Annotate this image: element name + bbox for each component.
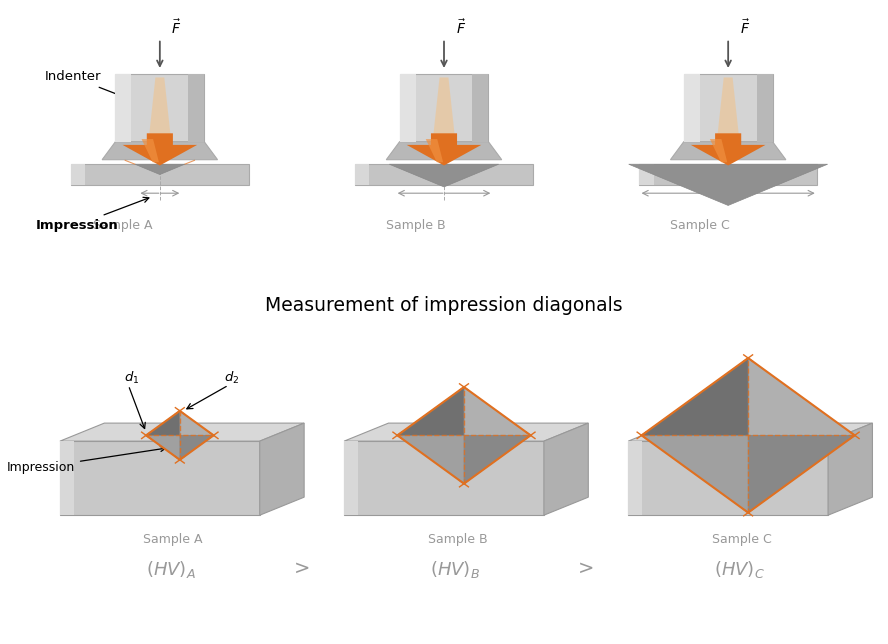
Polygon shape xyxy=(718,77,739,135)
Polygon shape xyxy=(472,74,488,142)
Polygon shape xyxy=(115,74,204,142)
Polygon shape xyxy=(355,164,533,185)
Text: Sample A: Sample A xyxy=(93,219,153,232)
Polygon shape xyxy=(386,142,502,160)
Text: $(HV)_B$: $(HV)_B$ xyxy=(430,559,480,580)
Text: $d_1$: $d_1$ xyxy=(123,370,139,386)
Polygon shape xyxy=(684,74,773,142)
Polygon shape xyxy=(149,77,170,135)
Polygon shape xyxy=(345,423,589,441)
Polygon shape xyxy=(397,387,464,435)
Polygon shape xyxy=(670,142,786,160)
Polygon shape xyxy=(179,435,213,460)
Polygon shape xyxy=(425,139,443,162)
Text: $\vec{F}$: $\vec{F}$ xyxy=(740,18,749,37)
Polygon shape xyxy=(135,164,185,175)
Polygon shape xyxy=(400,74,416,142)
Polygon shape xyxy=(684,74,700,142)
Text: >: > xyxy=(294,559,310,578)
Polygon shape xyxy=(639,164,817,185)
Polygon shape xyxy=(355,164,369,185)
Text: Sample B: Sample B xyxy=(427,533,488,546)
Polygon shape xyxy=(102,142,218,160)
Polygon shape xyxy=(628,441,642,515)
Polygon shape xyxy=(146,411,179,435)
Polygon shape xyxy=(59,441,74,515)
Polygon shape xyxy=(71,164,249,185)
Text: $(HV)_A$: $(HV)_A$ xyxy=(146,559,196,580)
Polygon shape xyxy=(389,164,499,187)
Text: Measurement of impression diagonals: Measurement of impression diagonals xyxy=(266,296,622,316)
Polygon shape xyxy=(115,74,131,142)
Text: Sample B: Sample B xyxy=(386,219,446,232)
Text: $d_2$: $d_2$ xyxy=(224,370,240,386)
Polygon shape xyxy=(141,139,159,162)
Polygon shape xyxy=(628,441,828,515)
Polygon shape xyxy=(641,435,748,513)
Polygon shape xyxy=(433,77,455,135)
Polygon shape xyxy=(259,423,304,515)
Polygon shape xyxy=(691,133,765,166)
Polygon shape xyxy=(345,441,358,515)
Text: Impression: Impression xyxy=(36,197,149,232)
Polygon shape xyxy=(629,164,828,205)
Polygon shape xyxy=(757,74,773,142)
Text: Sample A: Sample A xyxy=(143,533,203,546)
Polygon shape xyxy=(179,411,213,435)
Text: Sample C: Sample C xyxy=(670,219,730,232)
Text: Impression: Impression xyxy=(6,446,165,474)
Text: Sample C: Sample C xyxy=(711,533,772,546)
Polygon shape xyxy=(543,423,589,515)
Polygon shape xyxy=(59,441,259,515)
Polygon shape xyxy=(828,423,872,515)
Polygon shape xyxy=(71,164,85,185)
Polygon shape xyxy=(628,423,872,441)
Polygon shape xyxy=(748,358,854,435)
Polygon shape xyxy=(397,435,464,484)
Polygon shape xyxy=(748,435,854,513)
Polygon shape xyxy=(407,133,481,166)
Polygon shape xyxy=(464,435,530,484)
Polygon shape xyxy=(641,358,748,435)
Polygon shape xyxy=(59,423,304,441)
Polygon shape xyxy=(345,441,543,515)
Polygon shape xyxy=(123,133,197,166)
Text: $\vec{F}$: $\vec{F}$ xyxy=(456,18,465,37)
Text: >: > xyxy=(578,559,594,578)
Text: $\vec{F}$: $\vec{F}$ xyxy=(171,18,181,37)
Polygon shape xyxy=(146,435,179,460)
Polygon shape xyxy=(400,74,488,142)
Polygon shape xyxy=(710,139,727,162)
Polygon shape xyxy=(464,387,530,435)
Text: Indenter: Indenter xyxy=(44,70,128,99)
Polygon shape xyxy=(639,164,654,185)
Text: $(HV)_C$: $(HV)_C$ xyxy=(714,559,765,580)
Polygon shape xyxy=(188,74,204,142)
